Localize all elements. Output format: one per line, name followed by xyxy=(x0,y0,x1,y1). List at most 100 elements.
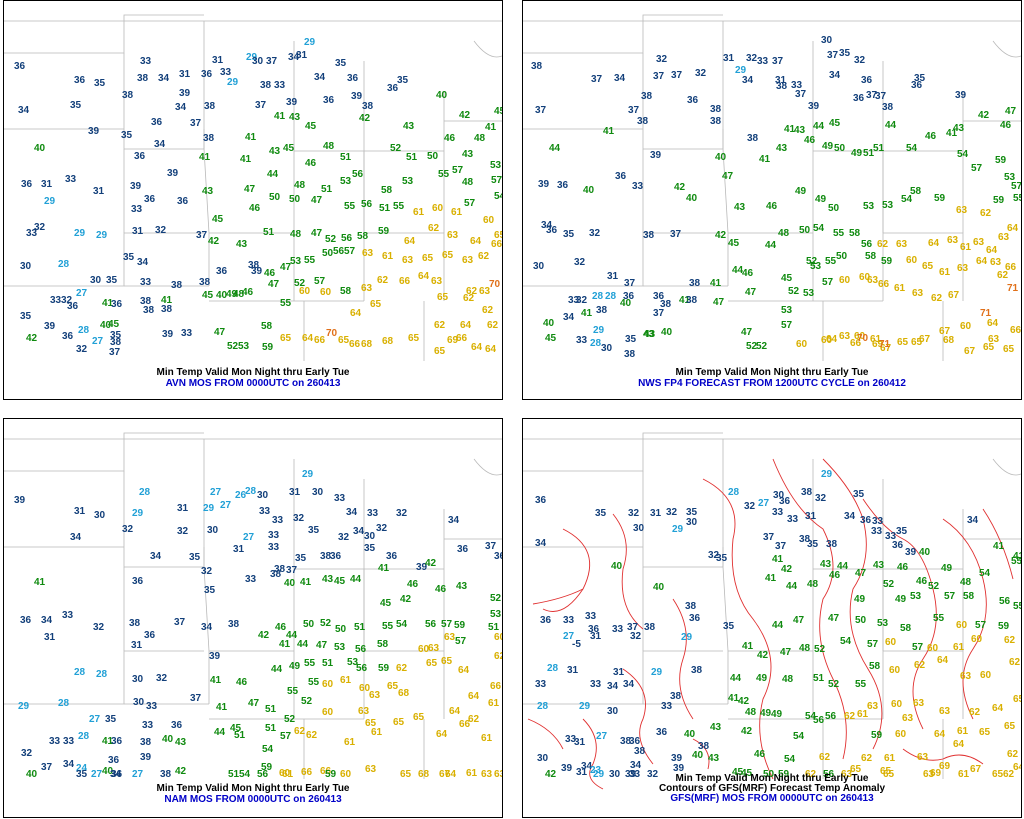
station-temp-value: 38 xyxy=(670,691,682,702)
station-temp-value: 37 xyxy=(772,56,784,67)
station-temp-value: 63 xyxy=(479,286,491,297)
station-temp-value: 36 xyxy=(892,540,904,551)
station-temp-value: 47 xyxy=(713,297,725,308)
anomaly-contour-line xyxy=(622,668,654,765)
station-temp-value: 60 xyxy=(906,255,918,266)
anomaly-contour-line xyxy=(942,518,987,720)
state-boundaries xyxy=(523,432,1021,779)
station-temp-value: 55 xyxy=(344,201,356,212)
station-temp-value: 33 xyxy=(334,493,346,504)
station-temp-value: 29 xyxy=(593,769,605,780)
station-temp-value: 35 xyxy=(76,769,88,780)
station-temp-value: 60 xyxy=(971,634,983,645)
station-temp-value: 38 xyxy=(747,133,759,144)
station-temp-value: 38 xyxy=(248,260,260,271)
station-temp-value: 37 xyxy=(795,89,807,100)
station-temp-value: 41 xyxy=(161,295,173,306)
station-temp-value: 55 xyxy=(1013,601,1021,612)
station-temp-value: 37 xyxy=(875,91,887,102)
state-boundary-line xyxy=(523,650,723,705)
station-temp-value: 40 xyxy=(216,290,228,301)
station-temp-value: 64 xyxy=(934,729,946,740)
station-temp-value: 55 xyxy=(833,228,845,239)
station-temp-value: 43 xyxy=(456,581,468,592)
station-temp-value: 50 xyxy=(834,143,846,154)
station-temp-value: 28 xyxy=(96,669,108,680)
station-temp-value: 39 xyxy=(130,181,142,192)
station-temp-value: 34 xyxy=(742,75,754,86)
map-caption-contours: Contours of GFS(MRF) Forecast Temp Anoma… xyxy=(658,783,886,794)
station-temp-value: 42 xyxy=(26,333,38,344)
station-temp-value: 60 xyxy=(322,679,334,690)
station-temp-value: 48 xyxy=(778,228,790,239)
anomaly-contour-line xyxy=(692,738,710,770)
station-temp-value: 41 xyxy=(765,573,777,584)
station-temp-value: 62 xyxy=(914,660,926,671)
anomaly-contour-line xyxy=(822,458,883,750)
station-temp-value: 29 xyxy=(821,469,833,480)
station-temp-value: 71 xyxy=(980,308,992,319)
station-temp-value: 32 xyxy=(744,501,756,512)
station-temp-value: 48 xyxy=(960,577,972,588)
station-temp-value: 61 xyxy=(382,251,394,262)
station-temp-value: 64 xyxy=(470,236,482,247)
state-boundaries xyxy=(523,14,1021,361)
station-temp-value: 49 xyxy=(289,661,301,672)
station-temp-value: 37 xyxy=(41,762,53,773)
station-temp-value: 55 xyxy=(1013,193,1021,204)
station-temp-value: 62 xyxy=(931,293,943,304)
station-temp-value: 62 xyxy=(861,753,873,764)
station-temp-value: 51 xyxy=(263,227,275,238)
station-temp-value: 38 xyxy=(686,295,698,306)
station-temp-value: 62 xyxy=(468,714,480,725)
station-temp-value: 36 xyxy=(134,151,146,162)
station-temp-value: 64 xyxy=(350,308,362,319)
station-temp-value: 30 xyxy=(312,487,324,498)
station-temp-value: 65 xyxy=(280,333,292,344)
station-temp-value: 35 xyxy=(364,543,376,554)
station-temp-value: 61 xyxy=(960,242,972,253)
station-temp-value: 69 xyxy=(872,339,884,350)
station-temp-value: 52 xyxy=(294,278,306,289)
station-temp-value: 31 xyxy=(613,667,625,678)
map-caption-source: AVN MOS FROM 0000UTC on 260413 xyxy=(165,378,341,389)
station-temp-value: 64 xyxy=(302,333,314,344)
station-temp-value: 41 xyxy=(210,675,222,686)
station-temp-value: 48 xyxy=(782,674,794,685)
station-temp-value: 45 xyxy=(380,598,392,609)
station-temp-value: 44 xyxy=(885,120,897,131)
station-temp-value: 29 xyxy=(651,667,663,678)
station-temp-value: 53 xyxy=(882,200,894,211)
station-temp-value: 68 xyxy=(943,335,955,346)
station-temp-value: 30 xyxy=(207,525,219,536)
station-temp-value: 34 xyxy=(18,105,30,116)
station-temp-value: 40 xyxy=(686,193,698,204)
station-temp-value: 31 xyxy=(590,631,602,642)
station-temp-value: 60 xyxy=(821,335,833,346)
station-temp-value: 38 xyxy=(710,116,722,127)
station-temp-value: 64 xyxy=(458,665,470,676)
state-boundary-line xyxy=(722,148,729,286)
station-temp-value: 29 xyxy=(579,701,591,712)
station-temp-value: 37 xyxy=(190,693,202,704)
station-temp-value: 36 xyxy=(323,95,335,106)
station-temp-value: 39 xyxy=(808,101,820,112)
station-temp-value: 27 xyxy=(92,336,104,347)
station-temp-value: 36 xyxy=(387,83,399,94)
station-temp-value: 63 xyxy=(960,671,972,682)
station-temp-value: 36 xyxy=(111,736,123,747)
station-temp-value: 33 xyxy=(535,679,547,690)
station-temp-value: 34 xyxy=(158,73,170,84)
station-temp-value: 44 xyxy=(297,639,309,650)
station-temp-value: 39 xyxy=(905,547,917,558)
station-temp-value: 45 xyxy=(829,118,841,129)
station-temp-value: 46 xyxy=(742,268,754,279)
station-temp-value: 65 xyxy=(880,766,892,777)
station-temp-value: 29 xyxy=(132,508,144,519)
station-temp-value: 54 xyxy=(979,568,991,579)
station-temp-value: 28 xyxy=(537,701,549,712)
station-temp-value: 68 xyxy=(361,339,373,350)
station-temp-value: 45 xyxy=(202,290,214,301)
station-temp-value: 38 xyxy=(826,539,838,550)
station-temp-value: 40 xyxy=(653,582,665,593)
